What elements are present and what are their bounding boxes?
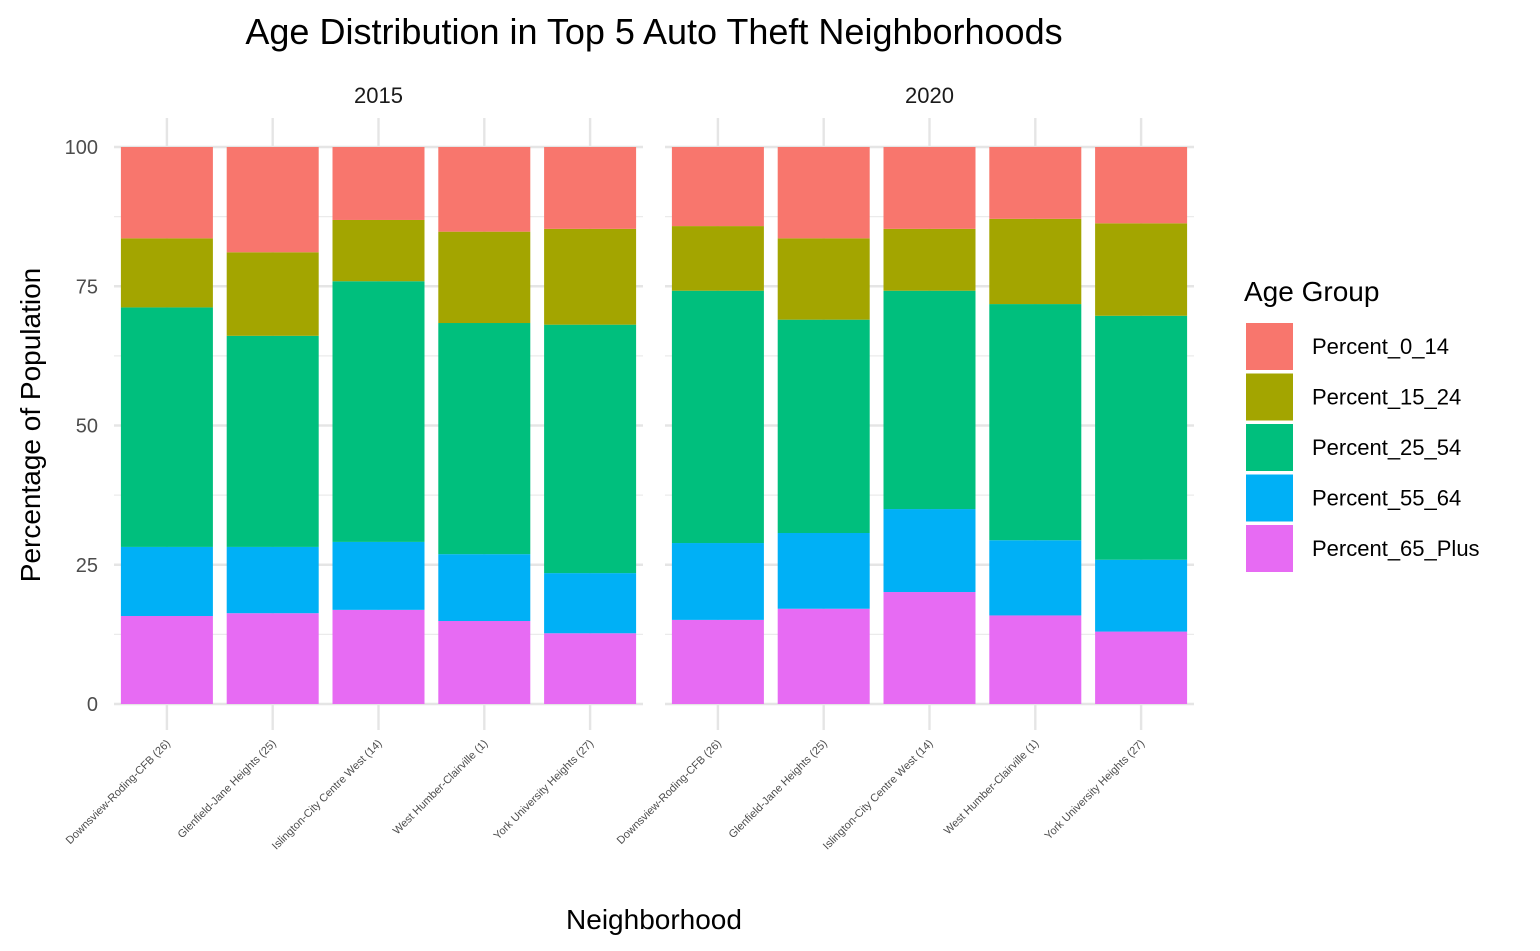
legend-title: Age Group <box>1244 276 1379 307</box>
bar-segment-Percent_65_Plus <box>438 621 531 704</box>
bar-segment-Percent_55_64 <box>438 554 531 622</box>
legend-swatch-Percent_25_54 <box>1246 424 1293 471</box>
x-tick-label: Islington-City Centre West (14) <box>821 738 936 853</box>
bar-segment-Percent_0_14 <box>989 147 1082 219</box>
y-tick-label: 25 <box>76 555 98 577</box>
legend-swatch-Percent_0_14 <box>1246 323 1293 370</box>
x-axis-title: Neighborhood <box>566 904 742 935</box>
bar-segment-Percent_25_54 <box>989 304 1082 541</box>
legend-label-Percent_55_64: Percent_55_64 <box>1312 486 1461 511</box>
bar-segment-Percent_0_14 <box>883 147 976 229</box>
bar-segment-Percent_25_54 <box>671 290 764 544</box>
x-tick-label: West Humber-Clairville (1) <box>391 738 491 838</box>
bar-segment-Percent_25_54 <box>544 324 637 574</box>
bar-segment-Percent_15_24 <box>777 238 870 320</box>
bar-segment-Percent_15_24 <box>671 226 764 291</box>
bar-segment-Percent_0_14 <box>226 147 319 253</box>
bar-segment-Percent_15_24 <box>544 228 637 325</box>
y-tick-label: 100 <box>65 137 98 159</box>
y-axis-title: Percentage of Population <box>15 268 46 582</box>
y-tick-label: 0 <box>87 694 98 716</box>
bar-segment-Percent_15_24 <box>1095 223 1188 316</box>
bar-segment-Percent_55_64 <box>989 540 1082 616</box>
bar-segment-Percent_25_54 <box>332 281 425 542</box>
bar-segment-Percent_65_Plus <box>332 609 425 704</box>
legend-label-Percent_25_54: Percent_25_54 <box>1312 435 1461 460</box>
legend-swatch-Percent_55_64 <box>1246 474 1293 522</box>
bar-segment-Percent_0_14 <box>332 147 425 220</box>
bar-segment-Percent_15_24 <box>438 231 531 324</box>
y-tick-label: 75 <box>76 276 98 298</box>
panel-2015: 2015 Downsview-Roding-CFB (26) Glenfield-J… <box>64 83 643 852</box>
bar-segment-Percent_25_54 <box>883 290 976 510</box>
bar-segment-Percent_65_Plus <box>1095 631 1188 704</box>
bar-segment-Percent_25_54 <box>1095 315 1188 560</box>
bar-segment-Percent_0_14 <box>671 147 764 227</box>
x-tick-label: West Humber-Clairville (1) <box>942 738 1042 838</box>
bar-segment-Percent_65_Plus <box>883 592 976 704</box>
legend-swatch-Percent_65_Plus <box>1246 525 1293 572</box>
bar-segment-Percent_65_Plus <box>120 615 213 704</box>
bar-segment-Percent_55_64 <box>777 533 870 609</box>
x-tick-label: Islington-City Centre West (14) <box>270 738 385 853</box>
bar-segment-Percent_0_14 <box>120 147 213 239</box>
facet-label: 2020 <box>905 83 954 108</box>
bar-segment-Percent_25_54 <box>120 307 213 547</box>
x-tick-label: York University Heights (27) <box>1043 738 1148 843</box>
bar-segment-Percent_65_Plus <box>777 608 870 704</box>
bar-segment-Percent_65_Plus <box>671 619 764 704</box>
bar-segment-Percent_0_14 <box>777 147 870 239</box>
bar-segment-Percent_15_24 <box>226 252 319 336</box>
x-tick-label: York University Heights (27) <box>492 738 597 843</box>
bar-segment-Percent_55_64 <box>883 509 976 593</box>
panel-2020: 2020 Downsview-Roding-CFB (26) Glenfield-J… <box>615 83 1194 852</box>
bar-segment-Percent_0_14 <box>1095 147 1188 224</box>
legend-label-Percent_65_Plus: Percent_65_Plus <box>1312 536 1480 561</box>
x-tick-label: Downsview-Roding-CFB (26) <box>615 738 724 847</box>
bar-segment-Percent_55_64 <box>332 541 425 610</box>
bar-segment-Percent_15_24 <box>883 228 976 291</box>
bar-segment-Percent_55_64 <box>226 546 319 614</box>
x-tick-label: Glenfield-Jane Heights (25) <box>727 738 830 841</box>
legend-label-Percent_15_24: Percent_15_24 <box>1312 385 1461 410</box>
bar-segment-Percent_25_54 <box>226 335 319 547</box>
bar-segment-Percent_65_Plus <box>989 615 1082 704</box>
x-tick-label: Downsview-Roding-CFB (26) <box>64 738 173 847</box>
y-tick-label: 50 <box>76 416 98 438</box>
bar-segment-Percent_15_24 <box>332 219 425 282</box>
bar-segment-Percent_15_24 <box>120 238 213 308</box>
legend: Age Group Percent_0_14 Percent_15_24 Perce… <box>1244 276 1480 572</box>
facet-label: 2015 <box>354 83 403 108</box>
bar-segment-Percent_55_64 <box>671 543 764 620</box>
bar-segment-Percent_55_64 <box>544 573 637 634</box>
bar-segment-Percent_65_Plus <box>226 613 319 704</box>
bar-segment-Percent_15_24 <box>989 218 1082 305</box>
bar-segment-Percent_0_14 <box>438 147 531 232</box>
bar-segment-Percent_25_54 <box>438 323 531 555</box>
bar-segment-Percent_55_64 <box>120 546 213 616</box>
bar-segment-Percent_25_54 <box>777 319 870 534</box>
bar-segment-Percent_55_64 <box>1095 559 1188 632</box>
bar-segment-Percent_0_14 <box>544 147 637 229</box>
legend-swatch-Percent_15_24 <box>1246 373 1293 421</box>
legend-label-Percent_0_14: Percent_0_14 <box>1312 334 1449 359</box>
x-tick-label: Glenfield-Jane Heights (25) <box>176 738 279 841</box>
chart-title: Age Distribution in Top 5 Auto Theft Nei… <box>245 11 1062 52</box>
bar-segment-Percent_65_Plus <box>544 633 637 704</box>
